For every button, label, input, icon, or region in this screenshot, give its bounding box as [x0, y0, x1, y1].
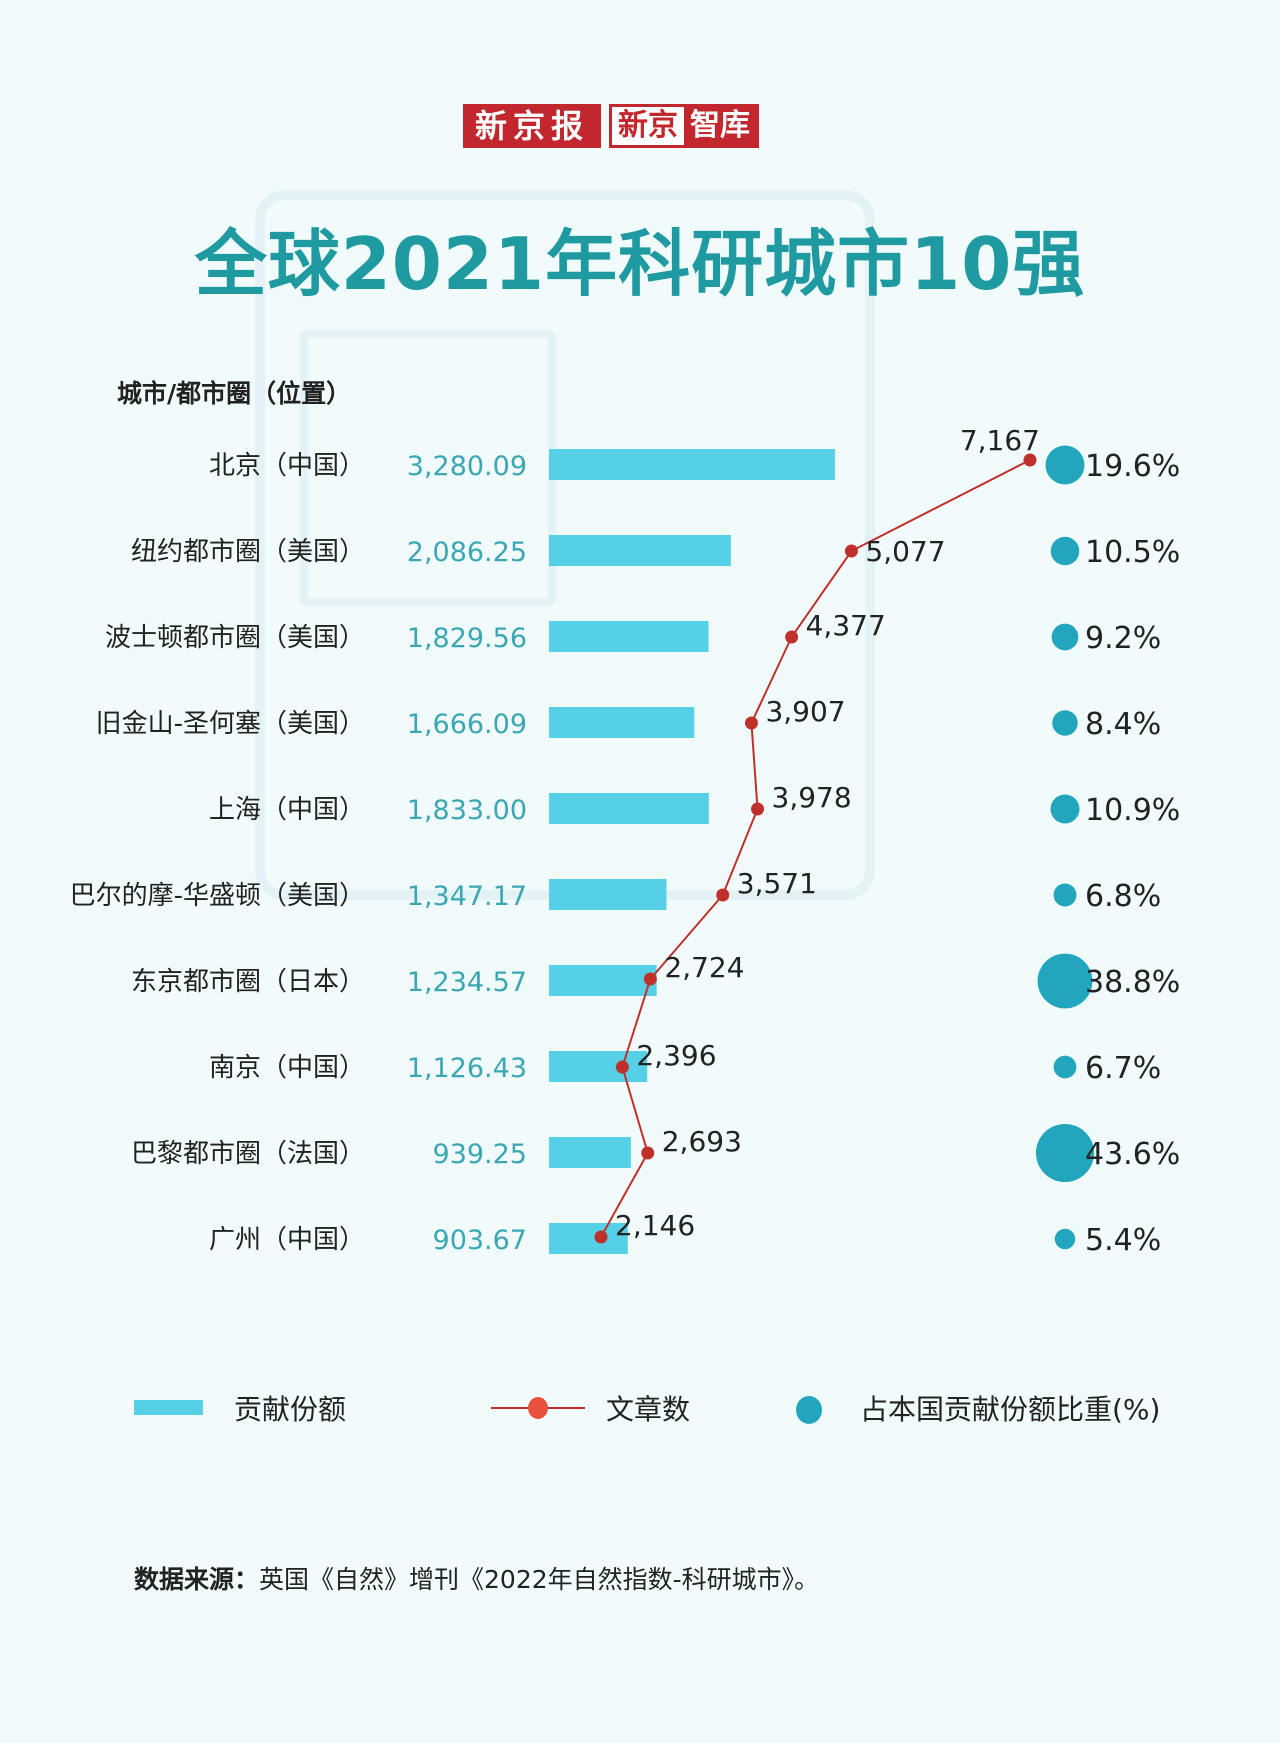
bubble	[1050, 536, 1080, 566]
bar-value-label: 1,347.17	[407, 881, 527, 912]
bubble-label: 5.4%	[1085, 1223, 1161, 1258]
page-title: 全球2021年科研城市10强	[194, 222, 1086, 306]
legend-bubble-label: 占本国贡献份额比重(%)	[860, 1393, 1161, 1426]
bar	[549, 535, 731, 566]
bar-value-label: 1,833.00	[407, 795, 527, 826]
bar	[549, 965, 657, 996]
legend-line-label: 文章数	[606, 1393, 691, 1426]
legend-bar-label: 贡献份额	[234, 1393, 347, 1426]
legend-bubble-swatch	[796, 1396, 822, 1424]
logo-think-tank: 新京 智库	[609, 104, 760, 148]
category-label: 波士顿都市圈（美国）	[105, 623, 365, 653]
line-point	[744, 716, 758, 730]
bar-value-label: 1,234.57	[407, 967, 527, 998]
bubble	[1054, 1228, 1076, 1250]
category-label: 北京（中国）	[209, 451, 365, 481]
line-point	[716, 888, 730, 902]
category-label: 东京都市圈（日本）	[131, 967, 365, 997]
line-value-label: 5,077	[865, 535, 945, 568]
bubble-label: 6.7%	[1085, 1051, 1161, 1086]
line-value-label: 3,907	[765, 695, 845, 728]
bubble	[1053, 883, 1077, 907]
line-value-label: 4,377	[806, 609, 886, 642]
line-value-label: 3,978	[772, 781, 852, 814]
bubble-label: 10.5%	[1085, 535, 1180, 570]
bubble-label: 38.8%	[1085, 965, 1180, 1000]
category-header: 城市/都市圈（位置）	[117, 379, 352, 408]
source-label: 数据来源：	[134, 1565, 260, 1594]
category-label: 上海（中国）	[209, 795, 365, 825]
line-value-label: 2,146	[615, 1209, 695, 1242]
bubble	[1053, 1055, 1077, 1079]
logo-xjb: 新京报	[463, 104, 602, 148]
line-point	[844, 544, 858, 558]
bar	[549, 793, 709, 824]
bubble	[1037, 953, 1093, 1009]
bubble-label: 9.2%	[1085, 621, 1161, 656]
category-label: 旧金山-圣何塞（美国）	[96, 709, 365, 739]
bar-value-label: 1,829.56	[407, 623, 527, 654]
category-label: 广州（中国）	[209, 1225, 365, 1255]
line-value-label: 2,396	[636, 1039, 716, 1072]
bar-value-label: 1,126.43	[407, 1053, 527, 1084]
line-point	[615, 1060, 629, 1074]
bubble	[1052, 710, 1078, 736]
bar-value-label: 1,666.09	[407, 709, 527, 740]
bar-value-label: 3,280.09	[407, 451, 527, 482]
category-label: 巴黎都市圈（法国）	[131, 1139, 365, 1169]
line-value-label: 2,693	[662, 1125, 742, 1158]
legend-bar-swatch	[134, 1400, 203, 1415]
bubble-label: 6.8%	[1085, 879, 1161, 914]
bar	[549, 1137, 631, 1168]
source-text: 英国《自然》增刊《2022年自然指数-科研城市》。	[259, 1565, 820, 1594]
line-point	[594, 1230, 608, 1244]
line-point	[1023, 453, 1037, 467]
bar-value-label: 939.25	[433, 1139, 527, 1170]
line-point	[643, 972, 657, 986]
category-label: 巴尔的摩-华盛顿（美国）	[70, 881, 365, 911]
bubble	[1035, 1123, 1095, 1183]
source-note: 数据来源：英国《自然》增刊《2022年自然指数-科研城市》。	[134, 1560, 819, 1596]
bar-value-label: 2,086.25	[407, 537, 527, 568]
bubble	[1051, 623, 1079, 651]
line-point	[785, 630, 799, 644]
line-point	[641, 1146, 655, 1160]
line-point	[751, 802, 765, 816]
line-series	[600, 459, 1031, 1238]
bubble-label: 8.4%	[1085, 707, 1161, 742]
bubble-label: 10.9%	[1085, 793, 1180, 828]
bubble	[1050, 794, 1080, 824]
bar	[549, 879, 667, 910]
bar	[549, 449, 835, 480]
legend-line-dot	[528, 1397, 548, 1419]
bar	[549, 1051, 648, 1082]
bar	[549, 707, 695, 738]
bar-value-label: 903.67	[433, 1225, 527, 1256]
category-label: 南京（中国）	[209, 1053, 365, 1083]
bar	[549, 1223, 628, 1254]
bubble-label: 19.6%	[1085, 449, 1180, 484]
logo: 新京报 新京 智库	[463, 104, 760, 148]
line-value-label: 3,571	[737, 867, 817, 900]
line-value-label: 7,167	[960, 424, 1040, 457]
bubble-label: 43.6%	[1085, 1137, 1180, 1172]
bar	[549, 621, 709, 652]
line-value-label: 2,724	[664, 951, 744, 984]
category-label: 纽约都市圈（美国）	[131, 537, 365, 567]
bubble	[1045, 445, 1085, 485]
